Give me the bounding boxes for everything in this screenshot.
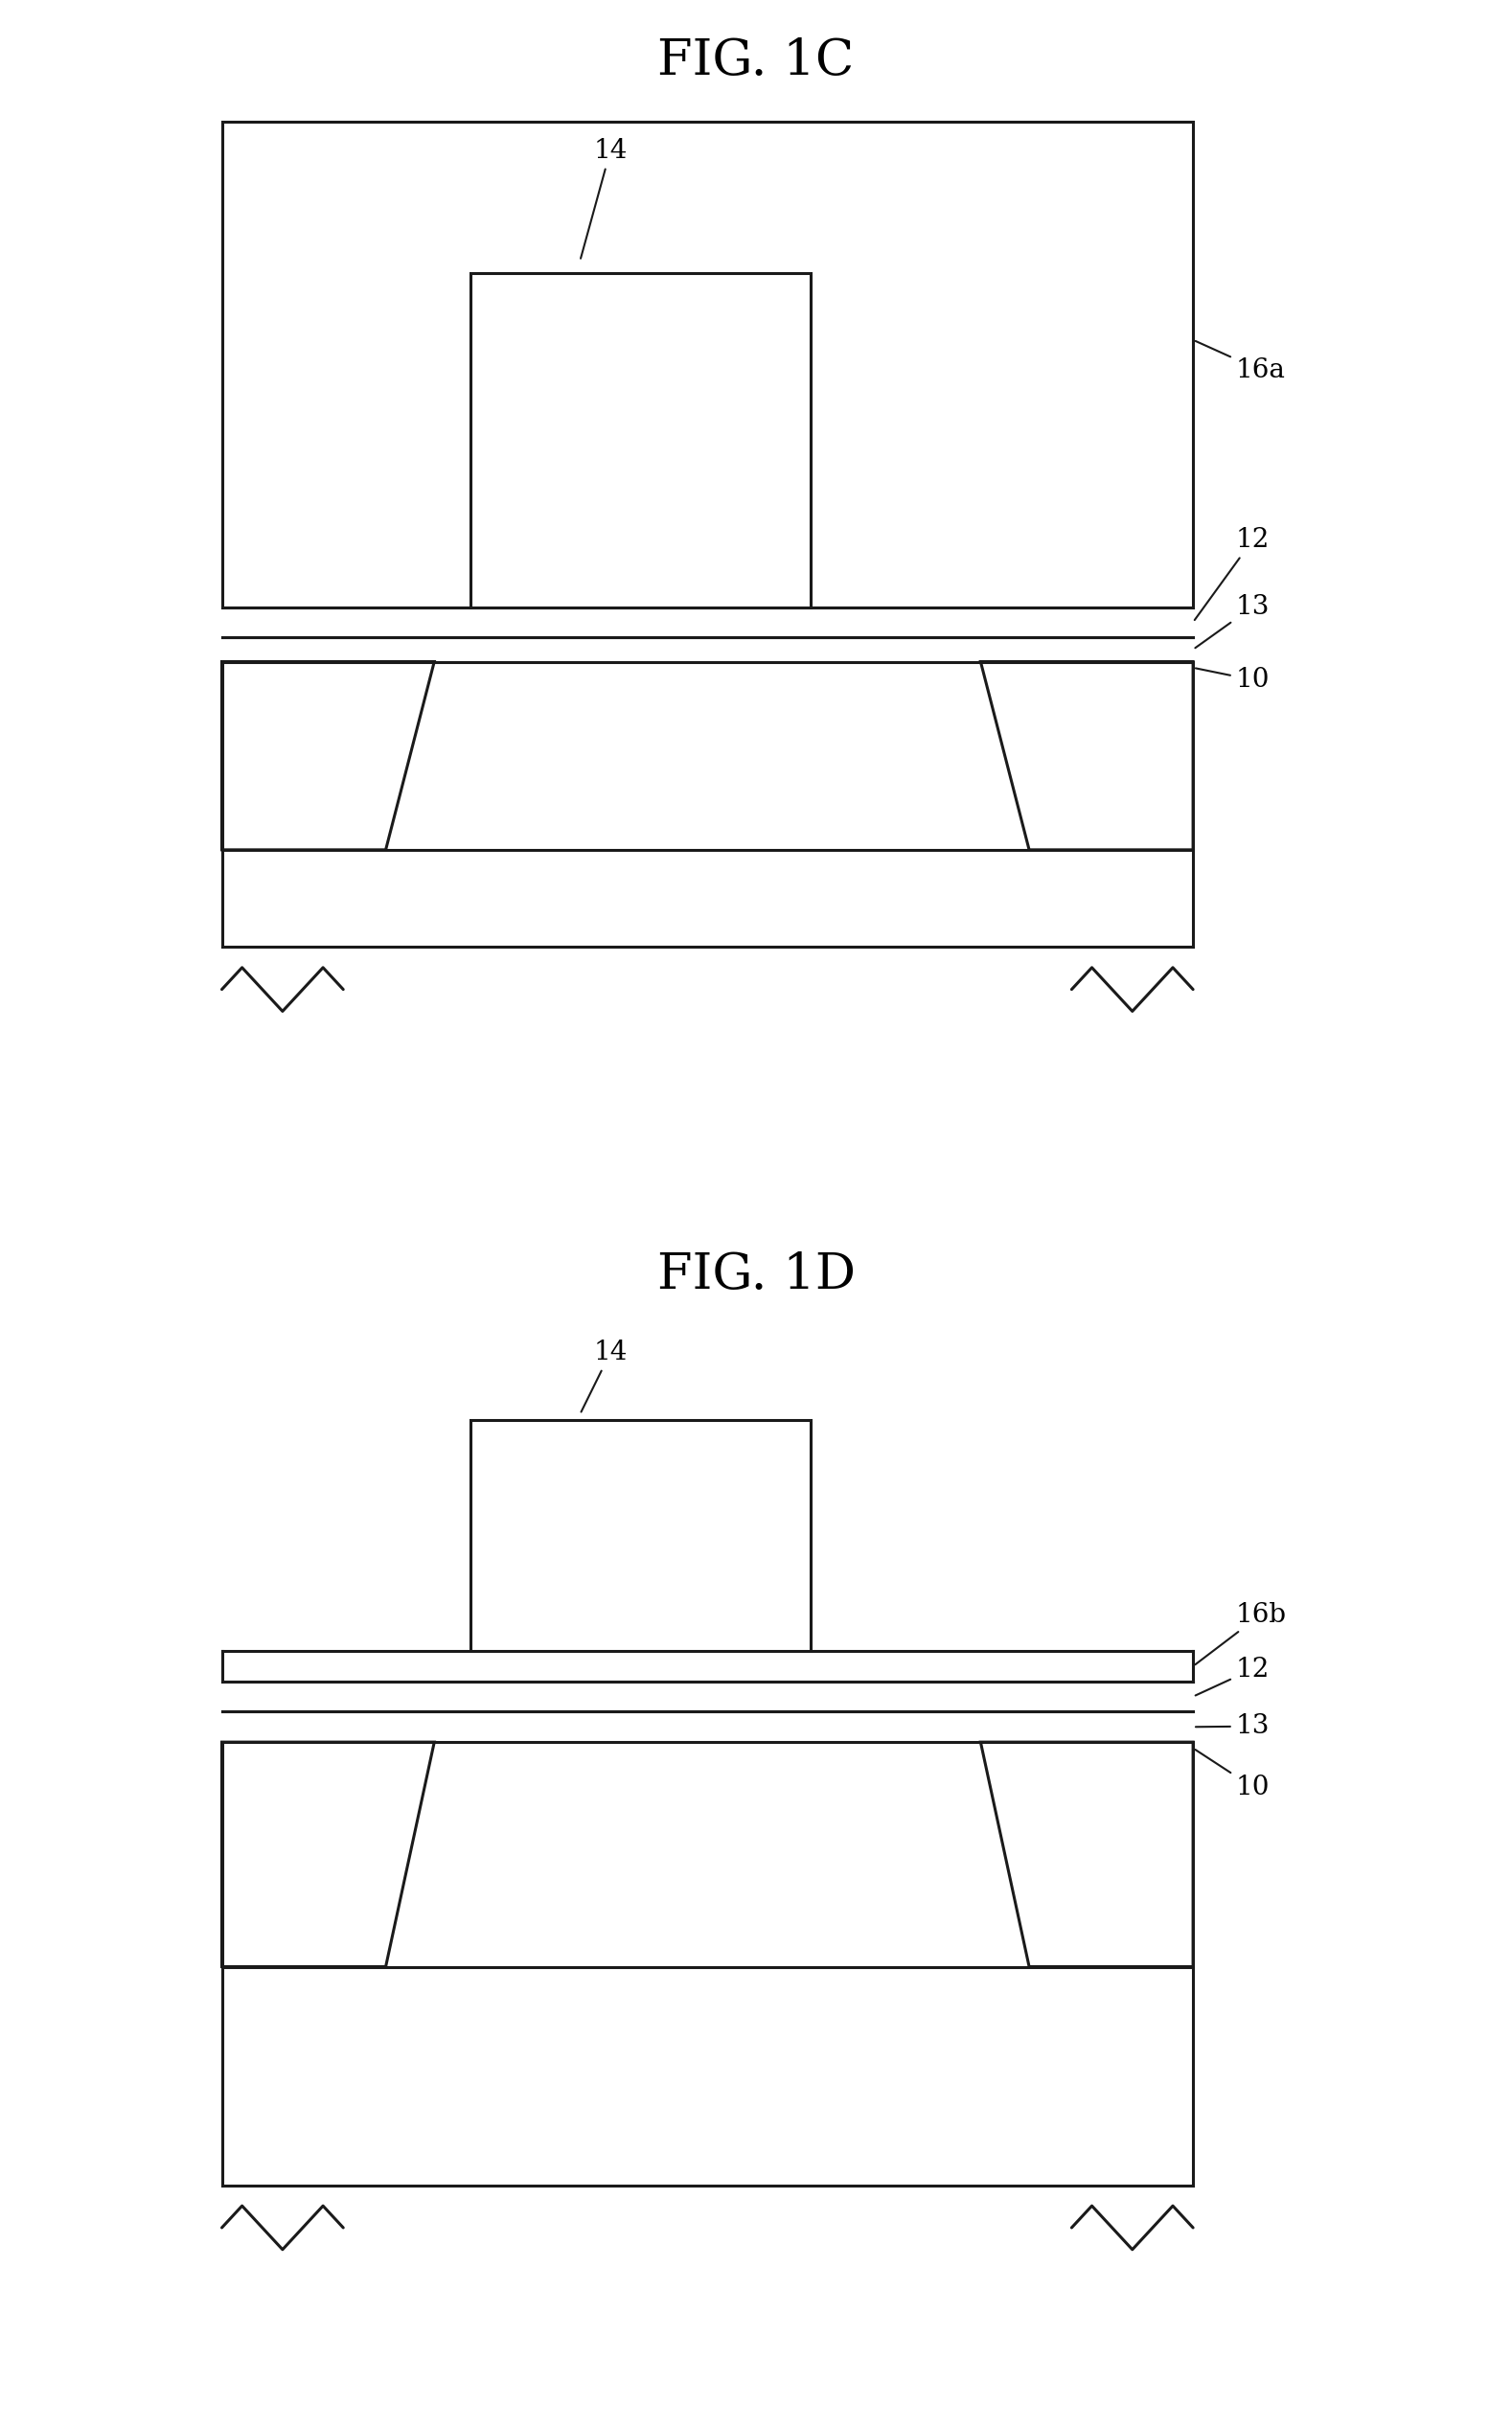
Text: 13: 13 — [1196, 1714, 1270, 1738]
Polygon shape — [470, 1420, 810, 1651]
Text: 10: 10 — [1196, 1751, 1270, 1799]
Text: FIG. 1D: FIG. 1D — [656, 1250, 856, 1299]
Text: 10: 10 — [1196, 668, 1270, 692]
Text: 12: 12 — [1196, 1656, 1270, 1695]
Text: 13: 13 — [1194, 595, 1270, 648]
Text: 14: 14 — [581, 1340, 627, 1413]
Text: FIG. 1C: FIG. 1C — [658, 36, 854, 85]
Text: 12: 12 — [1194, 527, 1270, 619]
Text: 14: 14 — [581, 138, 627, 257]
Text: 16a: 16a — [1196, 340, 1285, 384]
Polygon shape — [470, 272, 810, 607]
Text: 16b: 16b — [1194, 1602, 1287, 1666]
